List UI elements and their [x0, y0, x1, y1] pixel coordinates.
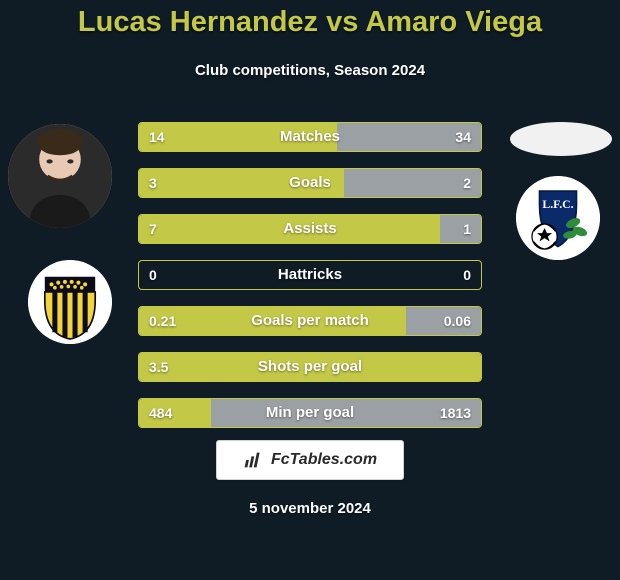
stat-bar-label: Min per goal — [139, 399, 481, 427]
stat-value-right: 0 — [463, 261, 471, 289]
stat-value-left: 484 — [149, 399, 172, 427]
club-badge-left — [28, 260, 112, 344]
person-icon — [8, 124, 112, 228]
stat-bar: Hattricks0 0 — [138, 260, 482, 290]
comparison-stage: Lucas Hernandez vs Amaro Viega Club comp… — [0, 0, 620, 580]
stat-value-right: 1813 — [440, 399, 471, 427]
stat-bar-label: Hattricks — [139, 261, 481, 289]
stat-value-left: 14 — [149, 123, 165, 151]
page-subtitle: Club competitions, Season 2024 — [0, 62, 620, 79]
stat-bar-label: Goals per match — [139, 307, 481, 335]
stat-value-left: 0 — [149, 261, 157, 289]
svg-text:L.F.C.: L.F.C. — [542, 198, 573, 211]
club-badge-right: L.F.C. — [516, 176, 600, 260]
stat-value-left: 3 — [149, 169, 157, 197]
stat-bar: Goals per match0.21 0.06 — [138, 306, 482, 336]
date-text: 5 november 2024 — [0, 500, 620, 517]
player-avatar-right-placeholder — [510, 122, 612, 156]
stat-value-right: 0.06 — [444, 307, 471, 335]
stat-value-left: 3.5 — [149, 353, 168, 381]
stat-value-right: 1 — [463, 215, 471, 243]
source-logo-text: FcTables.com — [271, 451, 377, 469]
stat-value-left: 7 — [149, 215, 157, 243]
stat-value-left: 0.21 — [149, 307, 176, 335]
stat-bar: Matches14 34 — [138, 122, 482, 152]
stat-value-right: 2 — [463, 169, 471, 197]
bar-chart-icon — [243, 449, 265, 471]
club-crest-icon — [28, 260, 112, 344]
stat-value-right: 34 — [455, 123, 471, 151]
club-crest-icon: L.F.C. — [516, 176, 600, 260]
stat-bar: Assists7 1 — [138, 214, 482, 244]
stat-bar-label: Matches — [139, 123, 481, 151]
stat-bar: Goals3 2 — [138, 168, 482, 198]
stat-bar-label: Assists — [139, 215, 481, 243]
stat-bar: Min per goal484 1813 — [138, 398, 482, 428]
stat-bar: Shots per goal3.5 — [138, 352, 482, 382]
source-logo: FcTables.com — [216, 440, 404, 480]
stat-bar-label: Shots per goal — [139, 353, 481, 381]
player-avatar-left — [8, 124, 112, 228]
page-title: Lucas Hernandez vs Amaro Viega — [0, 6, 620, 39]
stat-bar-label: Goals — [139, 169, 481, 197]
